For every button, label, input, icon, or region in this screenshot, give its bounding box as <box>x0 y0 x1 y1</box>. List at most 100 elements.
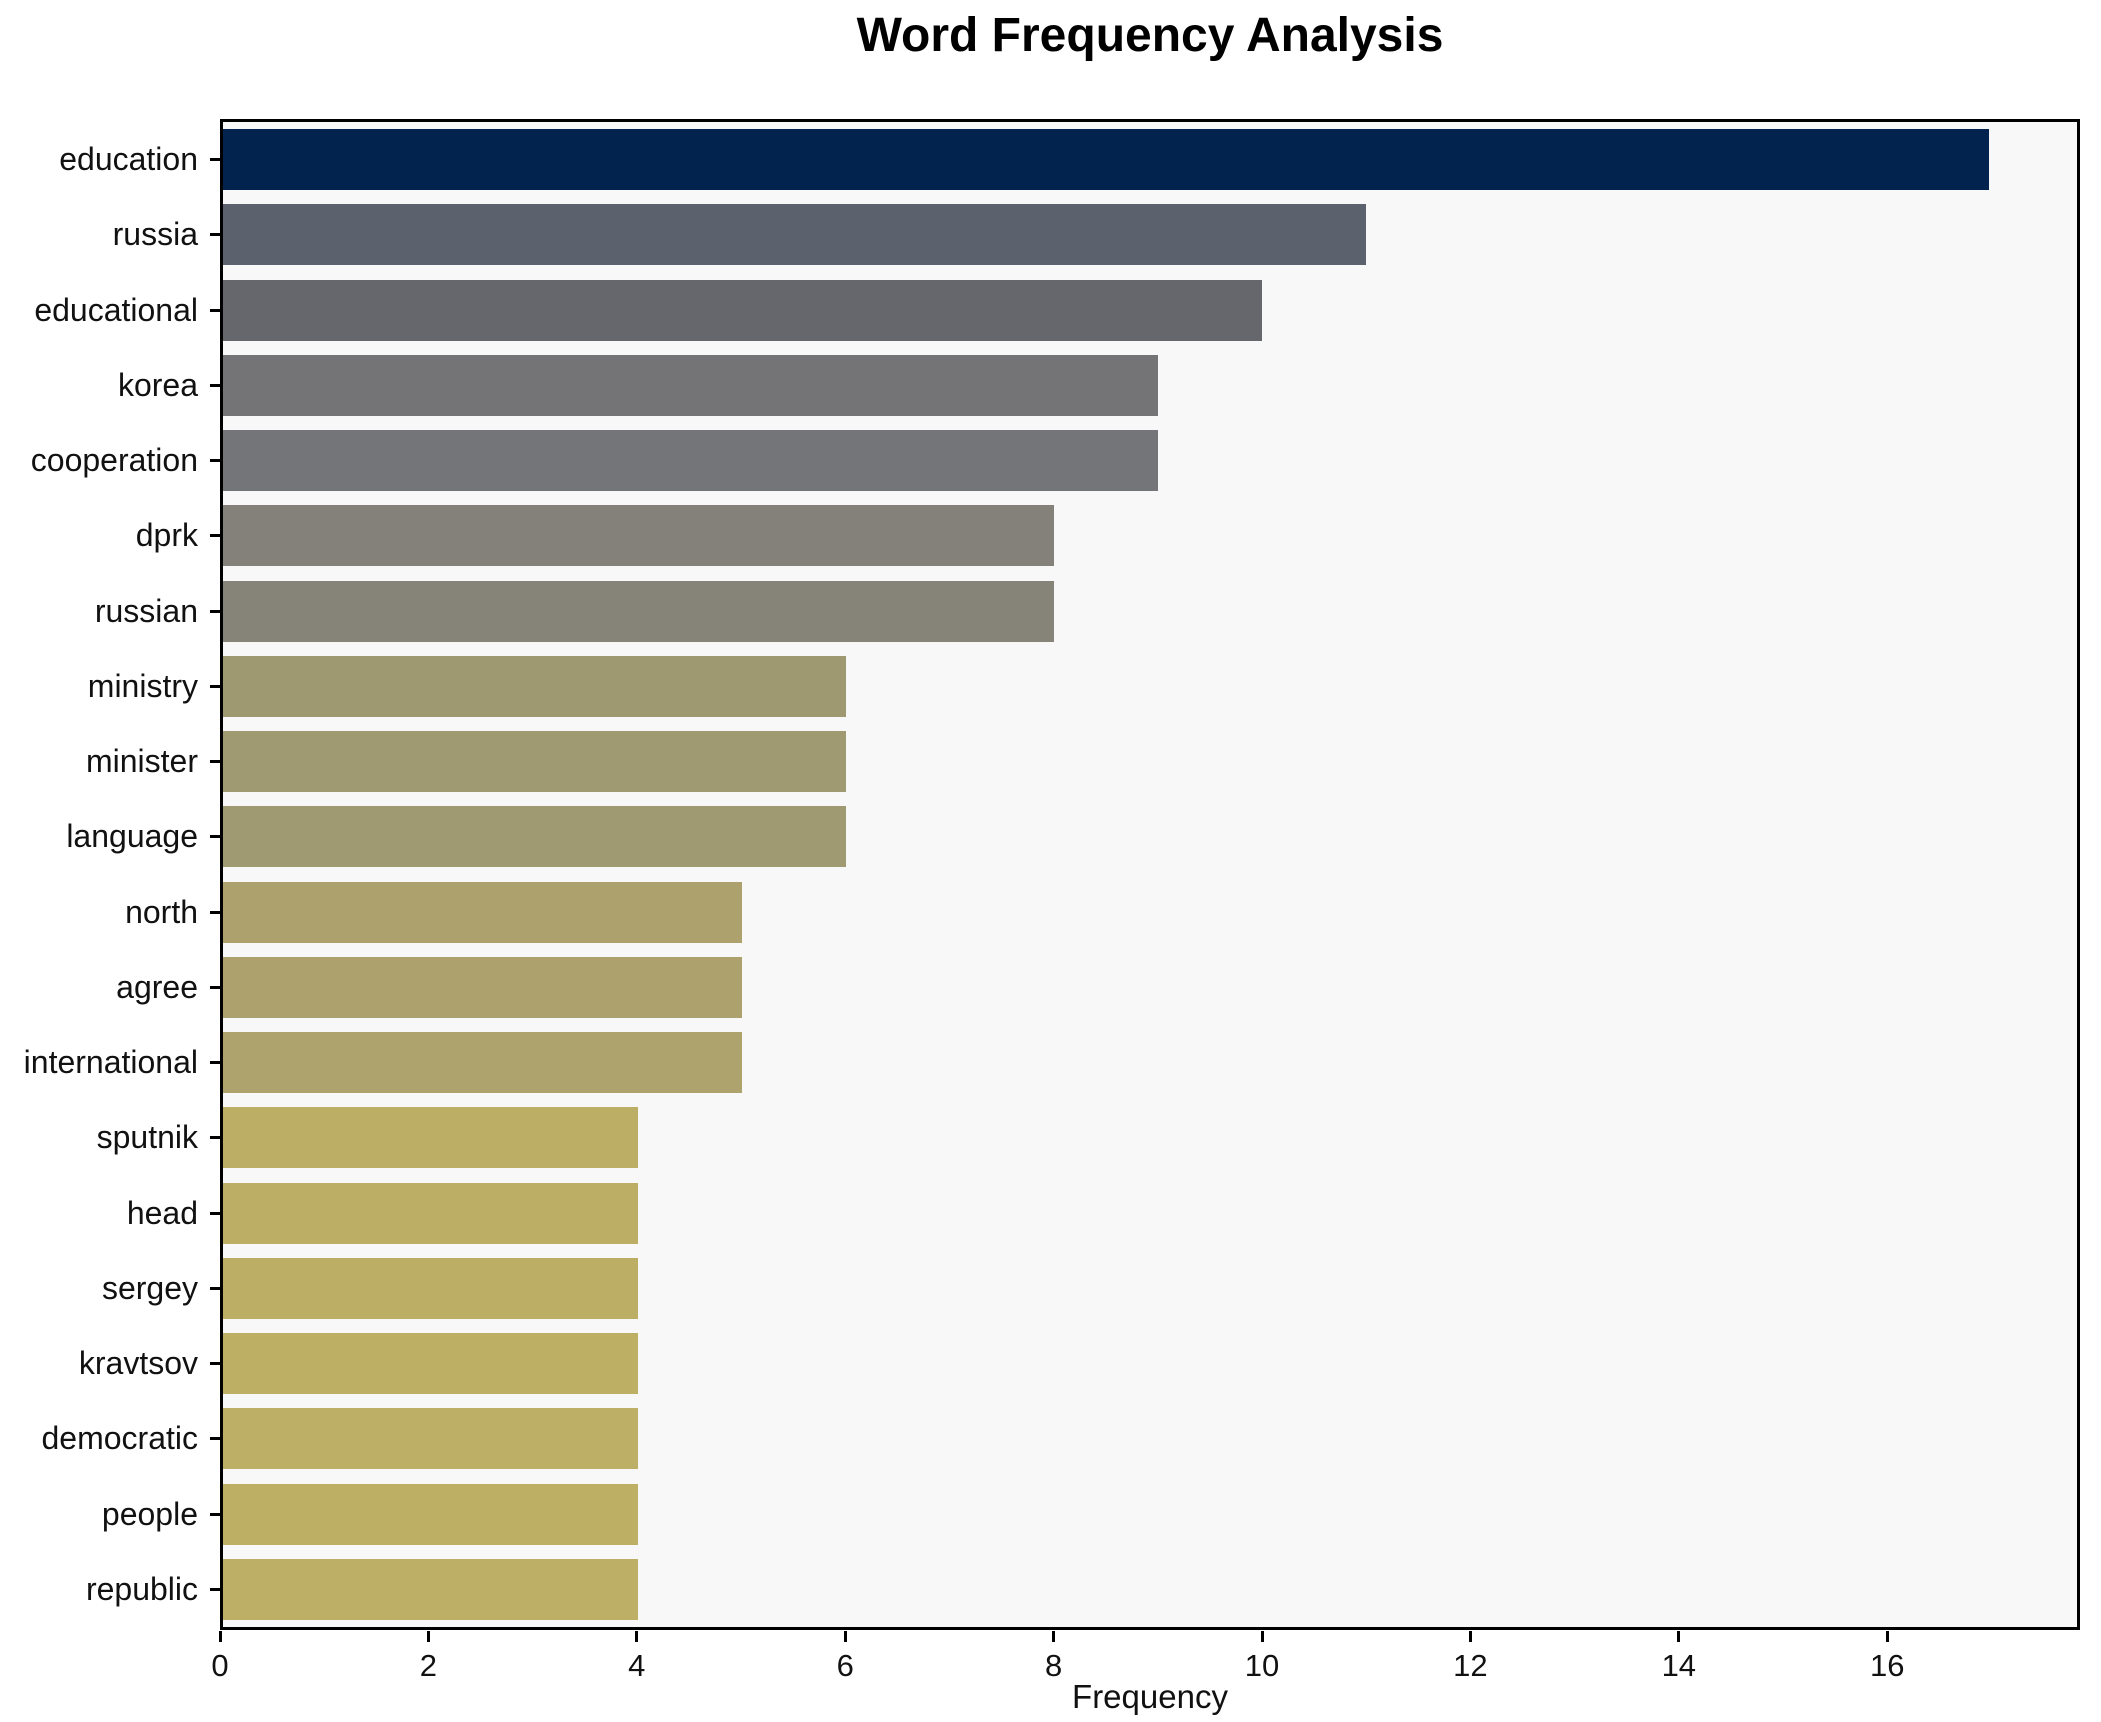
y-axis-tick-mark <box>210 835 220 839</box>
y-axis-tick-mark <box>210 985 220 989</box>
bar-row: education <box>59 122 2077 197</box>
bar <box>223 1257 639 1319</box>
y-axis-tick-mark <box>210 910 220 914</box>
bar-row: sergey <box>102 1251 2077 1326</box>
y-axis-tick-mark <box>210 158 220 162</box>
bars-container: education russia educational korea cooperati… <box>24 122 2077 1627</box>
y-axis-label: ministry <box>87 667 198 704</box>
y-axis-label: cooperation <box>30 442 198 479</box>
bar-row: dprk <box>136 498 2077 573</box>
y-axis-tick-mark <box>210 1512 220 1516</box>
bar <box>223 1558 639 1620</box>
y-axis-label: international <box>23 1044 198 1081</box>
y-axis-tick-mark <box>210 1587 220 1591</box>
bar-row: people <box>102 1477 2077 1552</box>
bar <box>223 279 1262 341</box>
bar-row: korea <box>118 348 2077 423</box>
y-axis-tick-mark <box>210 609 220 613</box>
bar <box>223 881 743 943</box>
bar-row: republic <box>86 1552 2077 1627</box>
y-axis-tick-mark <box>210 534 220 538</box>
x-tick-label: 14 <box>1661 1648 1697 1683</box>
y-axis-tick-mark <box>210 1362 220 1366</box>
x-axis-tick-mark <box>1260 1631 1264 1642</box>
bar <box>223 430 1158 492</box>
bar <box>223 580 1054 642</box>
x-tick-label: 16 <box>1869 1648 1905 1683</box>
bar <box>223 1107 639 1169</box>
x-axis-label: Frequency <box>1072 1678 1228 1715</box>
y-axis-tick-mark <box>210 760 220 764</box>
y-axis-label: russia <box>112 216 198 253</box>
x-tick-label: 10 <box>1244 1648 1280 1683</box>
x-tick-label: 8 <box>1044 1648 1063 1683</box>
y-axis-label: sergey <box>101 1269 198 1306</box>
bar <box>223 806 847 868</box>
bar-row: international <box>24 1025 2077 1100</box>
bar-row: educational <box>34 273 2077 348</box>
bar <box>223 1333 639 1395</box>
bar <box>223 1182 639 1244</box>
y-axis-tick-mark <box>210 684 220 688</box>
bar <box>223 1032 743 1094</box>
x-tick-label: 4 <box>628 1648 646 1683</box>
y-axis-label: russian <box>94 592 198 629</box>
x-axis-tick-mark <box>635 1631 639 1642</box>
y-axis-label: education <box>59 141 198 178</box>
bar <box>223 354 1158 416</box>
bar-row: north <box>125 875 2077 950</box>
bar-row: ministry <box>88 649 2077 724</box>
bar-row: kravtsov <box>79 1326 2077 1401</box>
x-tick-label: 0 <box>211 1648 229 1683</box>
y-axis-label: korea <box>117 366 198 403</box>
y-axis-label: kravtsov <box>78 1345 198 1382</box>
y-axis-tick-mark <box>210 1437 220 1441</box>
bar-row: agree <box>116 950 2077 1025</box>
x-axis-tick-mark <box>1468 1631 1472 1642</box>
y-axis-tick-mark <box>210 1061 220 1065</box>
bar-row: sputnik <box>97 1100 2077 1175</box>
x-axis-tick-mark <box>1885 1631 1889 1642</box>
y-axis-tick-mark <box>210 233 220 237</box>
chart-title: Word Frequency Analysis <box>856 9 1444 62</box>
y-axis-label: head <box>126 1194 198 1231</box>
y-axis-label: dprk <box>135 517 198 554</box>
y-axis-tick-mark <box>210 1136 220 1140</box>
x-axis-tick-mark <box>1052 1631 1056 1642</box>
y-axis-label: democratic <box>41 1420 199 1457</box>
y-axis-label: educational <box>34 291 198 328</box>
bar <box>223 655 847 717</box>
y-axis-tick-mark <box>210 1286 220 1290</box>
bar <box>223 204 1366 266</box>
bar <box>223 505 1054 567</box>
y-axis-label: language <box>66 818 198 855</box>
y-axis-label: agree <box>116 968 198 1005</box>
bar <box>223 1483 639 1545</box>
x-tick-label: 6 <box>836 1648 854 1683</box>
y-axis-tick-mark <box>210 1211 220 1215</box>
bar-row: minister <box>86 724 2077 799</box>
plot-area: education russia educational korea cooperati… <box>24 119 2080 1630</box>
y-axis-label: sputnik <box>96 1119 198 1156</box>
bar-row: cooperation <box>31 423 2077 498</box>
x-axis-tick-mark <box>218 1631 222 1642</box>
bar <box>223 129 1989 191</box>
y-axis-tick-mark <box>210 383 220 387</box>
x-axis-tick-mark <box>426 1631 430 1642</box>
bar-row: head <box>127 1176 2077 1251</box>
bar <box>223 956 743 1018</box>
x-axis-tick-mark <box>843 1631 847 1642</box>
x-tick-label: 2 <box>419 1648 438 1683</box>
bar <box>223 731 847 793</box>
bar-row: russian <box>95 574 2077 649</box>
x-tick-label: 12 <box>1453 1648 1488 1683</box>
y-axis-label: minister <box>85 743 198 780</box>
y-axis-label: republic <box>85 1570 198 1607</box>
y-axis-label: people <box>101 1495 198 1532</box>
y-axis-tick-mark <box>210 459 220 463</box>
bar-row: democratic <box>42 1401 2077 1476</box>
bar-row: language <box>66 799 2077 874</box>
bar-row: russia <box>113 197 2077 272</box>
x-axis-tick-mark <box>1677 1631 1681 1642</box>
